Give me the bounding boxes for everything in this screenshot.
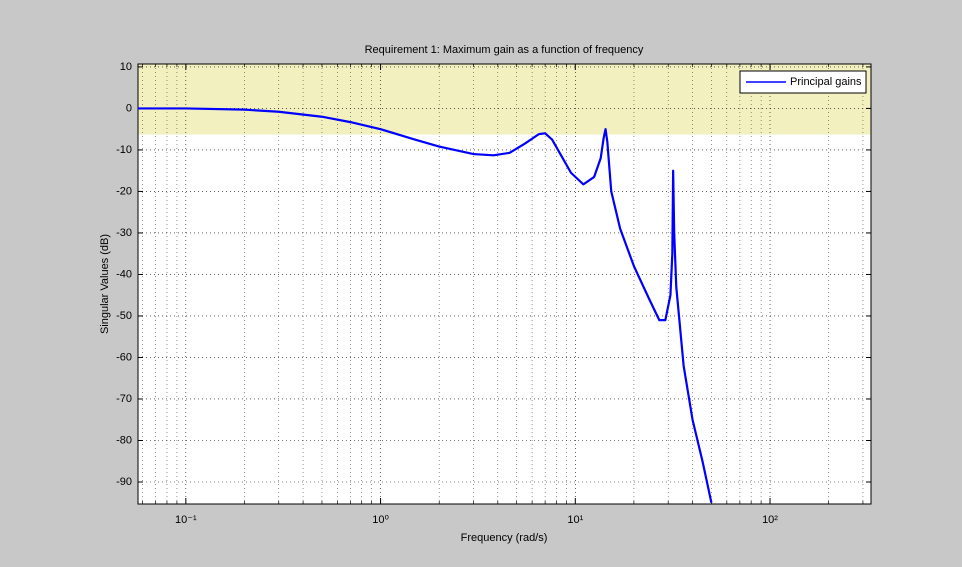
y-tick-label: -60 <box>116 351 132 363</box>
y-tick-label: 10 <box>120 61 132 73</box>
legend-label: Principal gains <box>790 76 862 88</box>
y-tick-label: -50 <box>116 310 132 322</box>
chart-title: Requirement 1: Maximum gain as a functio… <box>365 44 644 56</box>
x-tick-label: 10¹ <box>567 514 583 526</box>
x-axis-label: Frequency (rad/s) <box>461 532 548 544</box>
y-tick-label: 0 <box>126 102 132 114</box>
y-tick-label: -20 <box>116 185 132 197</box>
gain-line <box>138 107 713 503</box>
y-tick-label: -80 <box>116 434 132 446</box>
y-tick-label: -70 <box>116 393 132 405</box>
x-tick-label: 10² <box>762 514 778 526</box>
y-tick-label: -30 <box>116 227 132 239</box>
y-tick-label: -40 <box>116 268 132 280</box>
plot-area <box>138 64 871 504</box>
x-tick-label: 10⁻¹ <box>175 514 197 526</box>
legend-box <box>739 70 867 94</box>
x-tick-label: 10⁰ <box>372 514 389 526</box>
y-tick-label: -90 <box>116 476 132 488</box>
y-axis-label: Singular Values (dB) <box>99 234 111 334</box>
plot-frame <box>137 63 872 505</box>
y-tick-label: -10 <box>116 144 132 156</box>
